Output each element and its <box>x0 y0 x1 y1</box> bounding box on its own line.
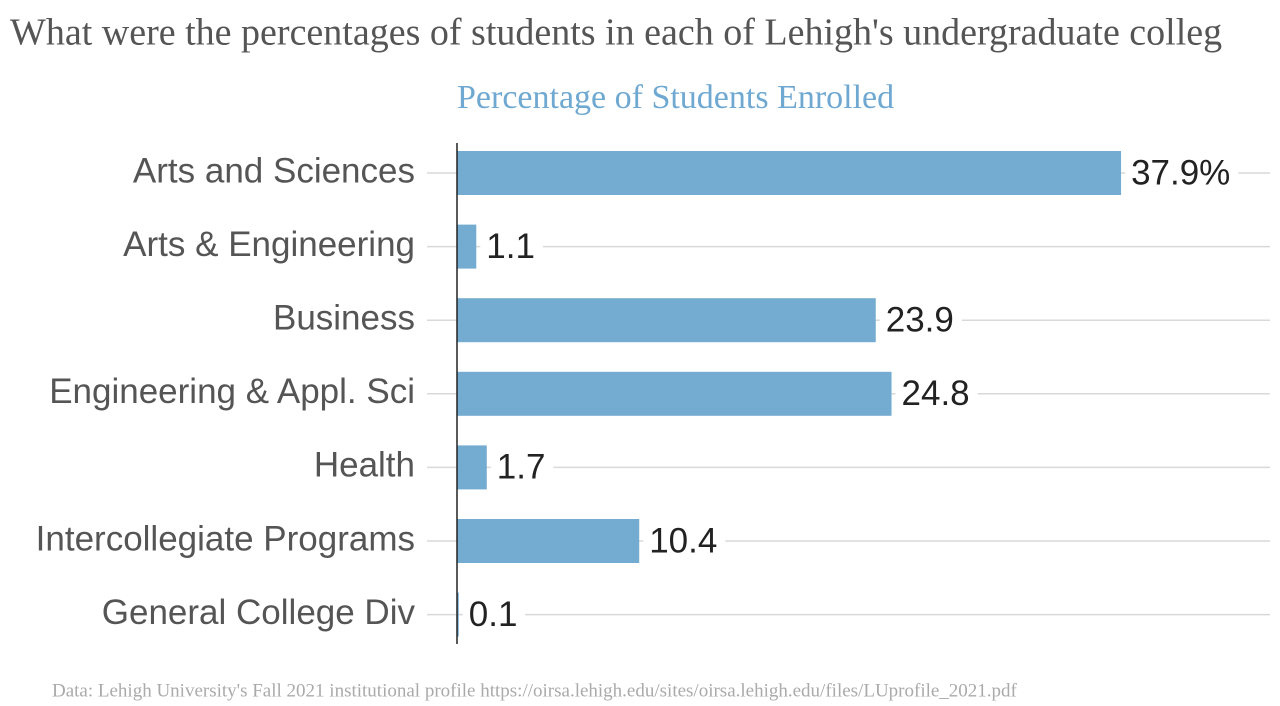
y-tick-label: Engineering & Appl. Sci <box>49 372 415 411</box>
label-bg <box>1125 153 1239 193</box>
y-tick-label: Health <box>314 446 415 485</box>
label-bg <box>879 300 962 341</box>
bar <box>457 298 876 343</box>
label-bg <box>462 594 526 635</box>
chart-subtitle: Percentage of Students Enrolled <box>457 79 894 116</box>
y-tick-label: Arts and Sciences <box>133 151 415 190</box>
bar <box>457 592 459 637</box>
data-label: 10.4 <box>649 521 717 560</box>
bar <box>457 151 1122 195</box>
bar <box>457 371 892 416</box>
y-tick-label: Business <box>273 298 415 337</box>
label-bg <box>895 373 978 414</box>
source: Data: Lehigh University's Fall 2021 inst… <box>52 680 1018 701</box>
label-bg <box>643 521 726 561</box>
label-bg <box>480 226 543 267</box>
data-label: 1.7 <box>497 448 546 487</box>
y-tick-label: Intercollegiate Programs <box>36 519 415 558</box>
bar <box>457 445 487 490</box>
data-label: 1.1 <box>486 227 535 266</box>
data-label: 37.9% <box>1131 153 1230 192</box>
y-tick-label: General College Div <box>102 593 416 632</box>
label-bg <box>490 447 554 488</box>
bar <box>457 519 640 563</box>
y-tick-label: Arts & Engineering <box>123 225 415 264</box>
data-label: 24.8 <box>902 374 970 413</box>
data-label: 23.9 <box>886 300 954 339</box>
bar <box>457 224 477 269</box>
chart-title: What were the percentages of students in… <box>10 12 1222 54</box>
data-label: 0.1 <box>469 595 518 634</box>
